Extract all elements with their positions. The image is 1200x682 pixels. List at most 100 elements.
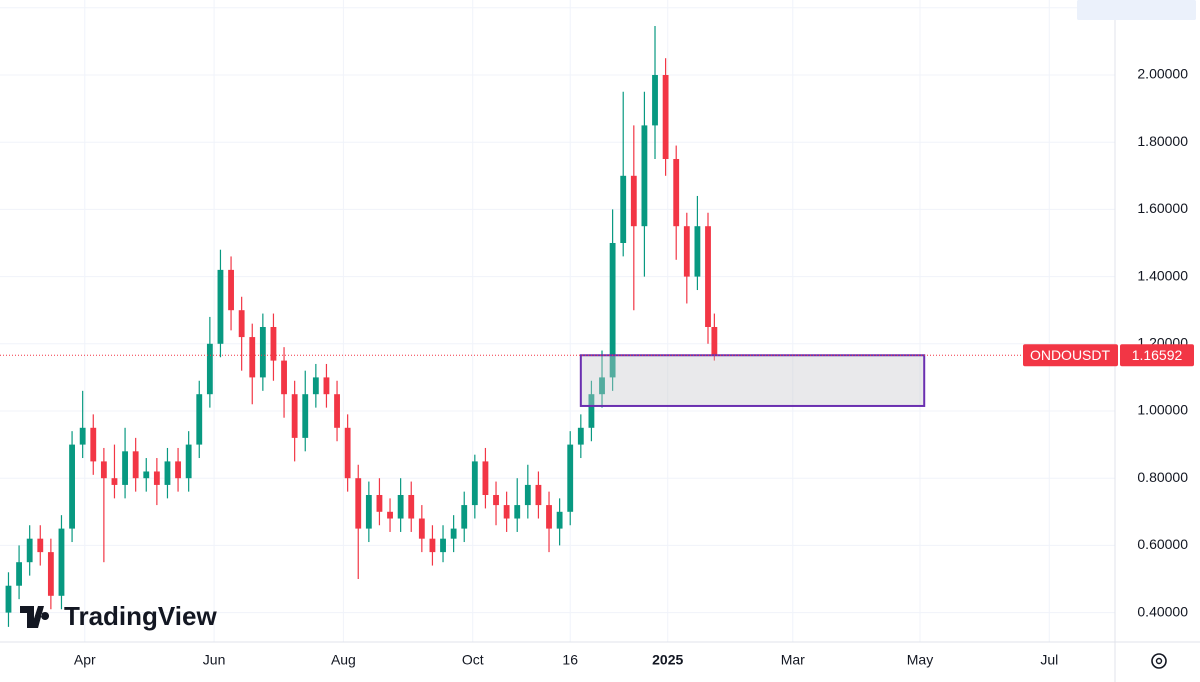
settings-icon-center[interactable] xyxy=(1155,657,1163,665)
candle-body xyxy=(153,471,160,485)
settings-button[interactable] xyxy=(1151,653,1167,669)
x-tick-label: Jun xyxy=(203,652,226,668)
candle-body xyxy=(387,511,393,519)
y-tick-label: 2.00000 xyxy=(1137,66,1188,82)
candle-body xyxy=(694,226,701,277)
y-tick-label: 0.60000 xyxy=(1137,536,1188,552)
candle-body xyxy=(217,269,224,344)
y-tick-label: 0.80000 xyxy=(1137,469,1188,485)
y-tick-label: 1.80000 xyxy=(1137,133,1188,149)
symbol-label: ONDOUSDT xyxy=(1030,347,1111,363)
candle-body xyxy=(609,242,616,378)
candle-body xyxy=(143,471,150,479)
candle-body xyxy=(546,505,552,529)
candle-body xyxy=(111,478,118,485)
candle-body xyxy=(482,461,489,495)
x-tick-label: Jul xyxy=(1040,652,1058,668)
candle-body xyxy=(132,451,139,479)
candle-body xyxy=(79,427,86,445)
symbol-label-bg xyxy=(1023,344,1118,367)
y-tick-label: 1.40000 xyxy=(1137,267,1188,283)
y-tick-label: 0.40000 xyxy=(1137,603,1188,619)
candle-body xyxy=(281,360,287,395)
candle-body xyxy=(556,511,563,529)
candle-body xyxy=(514,505,521,519)
candle-body xyxy=(270,326,277,361)
candle-body xyxy=(418,518,425,539)
last-price-label: 1.16592 xyxy=(1132,347,1183,363)
candle-body xyxy=(429,538,436,553)
candle-body xyxy=(376,494,383,512)
logo: TradingView xyxy=(20,601,217,631)
x-tick-label: Aug xyxy=(331,652,356,668)
candle-body xyxy=(683,226,690,277)
candle-body xyxy=(100,461,107,479)
y-tick-label: 1.60000 xyxy=(1137,200,1188,216)
candle-body xyxy=(185,444,192,479)
logo-icon xyxy=(20,606,50,628)
candle-body xyxy=(334,394,340,428)
candle-body xyxy=(524,484,531,506)
low-label-bg xyxy=(1077,0,1196,20)
x-tick-label: Oct xyxy=(462,652,484,668)
candle-body xyxy=(16,562,22,586)
last-price-bg xyxy=(1120,344,1194,367)
candle-body xyxy=(599,377,605,395)
candle-body xyxy=(196,394,203,445)
grid xyxy=(0,0,1115,642)
candle-body xyxy=(577,427,584,445)
x-tick-label: Apr xyxy=(74,652,96,668)
x-tick-label: 16 xyxy=(562,652,578,668)
x-tick-label: 2025 xyxy=(652,652,683,668)
candle-body xyxy=(711,326,718,356)
candle-body xyxy=(620,175,627,243)
candle-body xyxy=(90,427,97,462)
candle-body xyxy=(397,494,404,519)
candle-body xyxy=(450,528,457,539)
candle-body xyxy=(705,226,711,327)
candle-body xyxy=(302,394,309,438)
candle-body xyxy=(259,326,266,378)
candle-body xyxy=(323,377,330,395)
candle-body xyxy=(503,505,510,519)
candle-body xyxy=(535,484,542,506)
candle-body xyxy=(238,310,245,338)
candle-body xyxy=(47,552,54,596)
candle-body xyxy=(175,461,181,479)
y-tick-label: 1.00000 xyxy=(1137,402,1188,418)
candle-body xyxy=(493,494,499,506)
candle-body xyxy=(461,505,468,529)
candle-body xyxy=(588,394,595,428)
candle-body xyxy=(249,337,256,378)
zone-box xyxy=(579,354,926,407)
candle-body xyxy=(630,175,637,227)
candle-body xyxy=(164,461,171,485)
candle-body xyxy=(122,451,128,485)
candle-body xyxy=(58,528,65,596)
candle-body xyxy=(365,494,372,529)
x-tick-label: May xyxy=(907,652,933,668)
candle-body xyxy=(206,343,213,395)
candle-body xyxy=(312,377,319,395)
candle-body xyxy=(69,444,75,529)
candle-body xyxy=(662,74,669,159)
x-tick-label: Mar xyxy=(781,652,805,668)
candle-body xyxy=(652,74,658,126)
candle-body xyxy=(408,494,415,519)
candle-body xyxy=(641,125,648,227)
candle-body xyxy=(344,427,351,479)
candle-body xyxy=(355,478,362,529)
candle-body xyxy=(291,394,298,438)
candle-body xyxy=(471,461,478,506)
candle-body xyxy=(228,269,234,311)
candle-body xyxy=(440,538,446,553)
candle-body xyxy=(567,444,574,512)
candle-body xyxy=(37,538,44,553)
marks xyxy=(0,25,1115,627)
candle-body xyxy=(673,158,680,227)
candle-body xyxy=(26,538,33,563)
settings-icon[interactable] xyxy=(1151,653,1167,669)
candle-body xyxy=(5,585,12,613)
